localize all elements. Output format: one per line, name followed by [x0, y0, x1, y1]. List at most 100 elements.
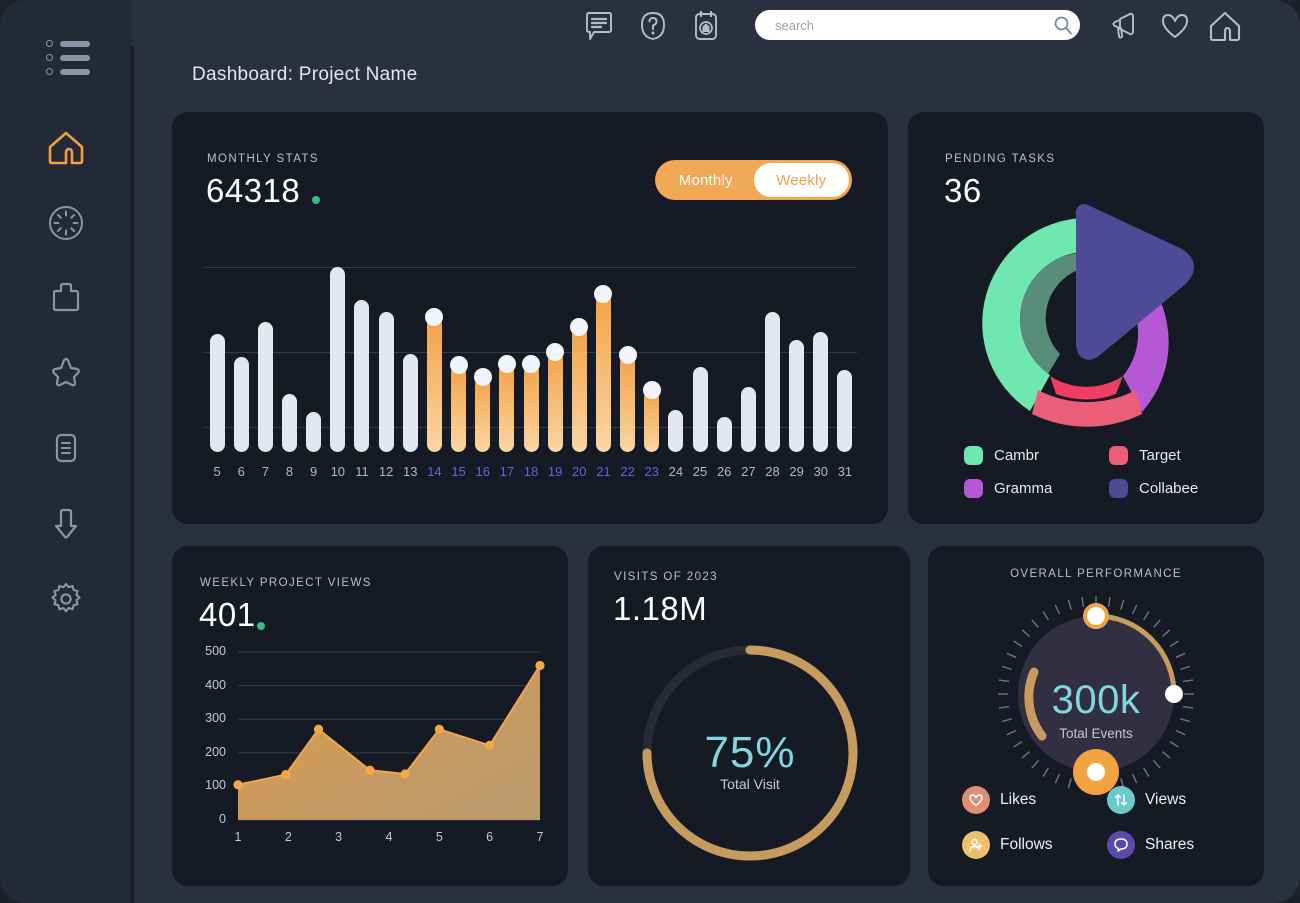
gauge-tick — [1131, 604, 1138, 615]
performance-legend: Likes Views — [962, 786, 1252, 876]
list-icon[interactable] — [46, 40, 90, 82]
period-toggle[interactable]: Monthly Weekly — [655, 160, 852, 200]
data-point[interactable] — [535, 660, 545, 671]
bar-marker — [425, 308, 444, 326]
home-icon — [48, 131, 84, 165]
gauge-handle-right — [1165, 685, 1183, 703]
x-axis-label: 7 — [536, 830, 544, 844]
bar[interactable] — [618, 346, 637, 452]
bar[interactable] — [716, 417, 732, 452]
pending-tasks-card: Pending Tasks 36 Cam — [908, 112, 1264, 524]
gauge-tick — [1031, 760, 1039, 769]
data-point[interactable] — [400, 769, 410, 779]
data-point[interactable] — [281, 770, 291, 780]
data-point[interactable] — [233, 780, 243, 790]
gauge-tick — [1120, 599, 1125, 610]
bar[interactable] — [668, 410, 684, 452]
calendar-icon[interactable] — [687, 7, 725, 45]
legend-item-likes[interactable]: Likes — [962, 786, 1107, 814]
legend-item-cambr[interactable]: Cambr — [964, 446, 1109, 465]
search-box[interactable] — [755, 10, 1080, 40]
status-dot — [312, 196, 320, 204]
search-icon[interactable] — [1046, 15, 1080, 35]
sidebar-item-projects[interactable] — [40, 272, 92, 324]
gauge-tick — [1001, 718, 1012, 723]
bar-axis-label: 17 — [499, 464, 515, 479]
bar[interactable] — [642, 381, 661, 452]
bar-marker — [497, 355, 516, 373]
sidebar-divider — [131, 46, 134, 903]
heart-icon[interactable] — [1156, 7, 1194, 45]
bar[interactable] — [282, 394, 298, 452]
bar[interactable] — [378, 312, 394, 452]
bar[interactable] — [354, 300, 370, 452]
bar-axis-label: 15 — [451, 464, 466, 479]
bar[interactable] — [837, 370, 853, 452]
sidebar-item-favorites[interactable] — [40, 347, 92, 399]
bar[interactable] — [813, 332, 829, 452]
bar[interactable] — [330, 267, 346, 452]
legend-swatch — [964, 479, 983, 498]
x-axis-label: 2 — [284, 830, 292, 844]
bar-axis-label: 18 — [523, 464, 539, 479]
search-input[interactable] — [755, 17, 1046, 33]
bar[interactable] — [449, 356, 468, 452]
visits-card: Visits of 2023 1.18M 75% Total Visit — [588, 546, 910, 886]
bar[interactable] — [740, 387, 756, 452]
bar[interactable] — [257, 322, 273, 452]
bar[interactable] — [425, 308, 444, 452]
legend-item-target[interactable]: Target — [1109, 446, 1254, 465]
performance-gauge: 300k Total Events — [946, 584, 1246, 806]
legend-item-follows[interactable]: Follows — [962, 831, 1107, 859]
gauge-tick — [1131, 773, 1138, 784]
bar[interactable] — [789, 340, 805, 452]
gauge-tick — [1013, 640, 1023, 648]
gauge-tick — [1021, 629, 1030, 637]
bar[interactable] — [570, 318, 589, 452]
bar-axis-label: 23 — [644, 464, 659, 479]
bar[interactable] — [764, 312, 780, 452]
home-icon[interactable] — [1206, 7, 1244, 45]
data-point[interactable] — [365, 765, 375, 775]
bar[interactable] — [692, 367, 708, 452]
help-icon[interactable] — [634, 7, 672, 45]
data-point[interactable] — [434, 724, 444, 734]
gauge-tick — [1162, 751, 1171, 759]
bar[interactable] — [306, 412, 322, 452]
bar[interactable] — [594, 285, 613, 452]
bar-marker — [522, 355, 540, 373]
bar[interactable] — [497, 355, 516, 452]
donut-slice-collabee — [1076, 204, 1194, 360]
bar[interactable] — [209, 334, 225, 452]
bar[interactable] — [546, 343, 565, 452]
legend-item-gramma[interactable]: Gramma — [964, 479, 1109, 498]
legend-label: Cambr — [994, 447, 1040, 464]
legend-item-views[interactable]: Views — [1107, 786, 1252, 814]
toggle-option-weekly[interactable]: Weekly — [753, 163, 849, 197]
data-point[interactable] — [485, 740, 495, 751]
sidebar-item-dashboard[interactable] — [40, 197, 92, 249]
sidebar-item-home[interactable] — [40, 122, 92, 174]
data-point[interactable] — [313, 724, 324, 734]
gauge-tick — [1175, 729, 1186, 736]
sidebar-item-settings[interactable] — [40, 573, 92, 625]
bar[interactable] — [522, 355, 540, 452]
donut-legend: Cambr Target Gramma Collabee — [964, 446, 1254, 512]
visits-ring: 75% Total Visit — [610, 628, 890, 878]
sidebar-item-downloads[interactable] — [40, 498, 92, 550]
megaphone-icon[interactable] — [1106, 7, 1144, 45]
toggle-option-monthly[interactable]: Monthly — [658, 163, 754, 197]
legend-item-shares[interactable]: Shares — [1107, 831, 1252, 859]
legend-item-collabee[interactable]: Collabee — [1109, 479, 1254, 498]
card-value: 1.18M — [613, 590, 708, 627]
sidebar-item-documents[interactable] — [40, 422, 92, 474]
star-icon — [52, 357, 80, 387]
bar-axis-label: 24 — [668, 464, 684, 479]
y-axis-label: 0 — [219, 812, 226, 826]
bar[interactable] — [402, 354, 418, 452]
y-axis-label: 200 — [205, 744, 226, 759]
legend-label: Collabee — [1139, 480, 1199, 497]
bar[interactable] — [473, 368, 492, 452]
bar[interactable] — [233, 357, 249, 452]
chat-icon[interactable] — [580, 7, 618, 45]
